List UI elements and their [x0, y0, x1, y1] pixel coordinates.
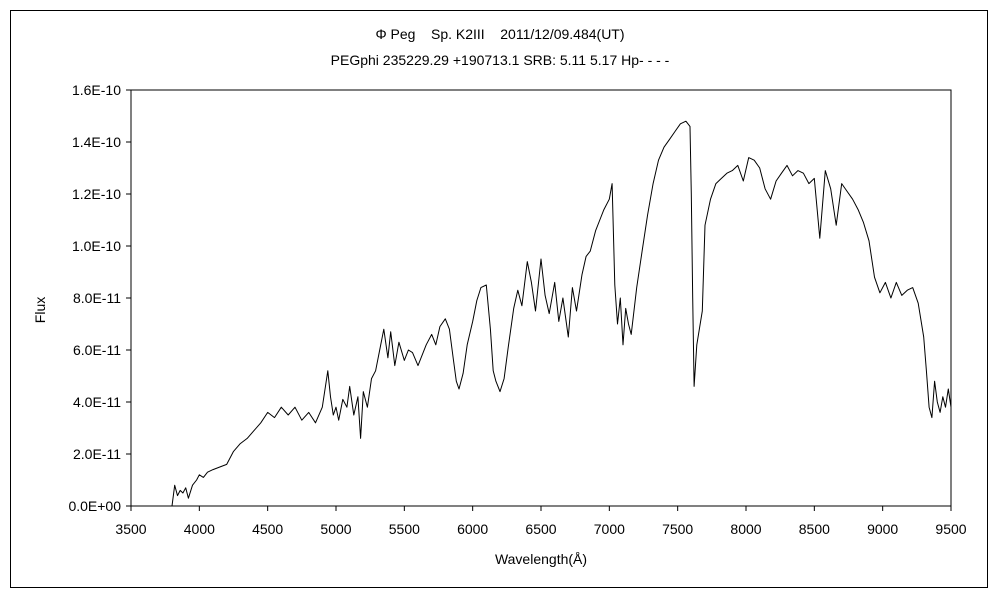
x-tick-label: 9500: [935, 521, 966, 537]
y-tick-label: 1.0E-10: [72, 238, 121, 254]
series-layer: [171, 120, 952, 507]
x-tick-label: 4000: [184, 521, 215, 537]
x-tick-label: 8500: [799, 521, 830, 537]
x-tick-label: 9000: [867, 521, 898, 537]
plot-area: [130, 89, 952, 507]
chart-title: Φ Peg Sp. K2III 2011/12/09.484(UT): [375, 26, 625, 42]
spectrum-line-0: [171, 120, 952, 507]
chart-subtitle: PEGphi 235229.29 +190713.1 SRB: 5.11 5.1…: [330, 52, 670, 68]
x-tick-label: 4500: [252, 521, 283, 537]
x-tick-label: 6000: [457, 521, 488, 537]
y-tick-label: 0.0E+00: [68, 498, 121, 514]
y-tick-label: 1.6E-10: [72, 82, 121, 98]
y-tick-label: 8.0E-11: [73, 290, 121, 306]
x-tick-label: 6500: [525, 521, 556, 537]
x-axis-ticks: 3500 4000 4500 5000 5500 6000 6500 7000 7500 8000…: [115, 506, 967, 537]
x-tick-label: 7500: [662, 521, 693, 537]
y-tick-label: 2.0E-11: [73, 446, 121, 462]
x-tick-label: 3500: [115, 521, 146, 537]
x-tick-label: 5500: [389, 521, 420, 537]
y-axis-ticks: 0.0E+00 2.0E-11 4.0E-11 6.0E-11 8.0E-11 1.0E-…: [68, 82, 131, 514]
y-tick-label: 1.2E-10: [72, 186, 121, 202]
x-tick-label: 8000: [730, 521, 761, 537]
x-tick-label: 7000: [594, 521, 625, 537]
y-axis-title: Flux: [32, 297, 48, 323]
y-tick-label: 4.0E-11: [73, 394, 121, 410]
x-axis-title: Wavelength(Å): [495, 551, 587, 567]
y-tick-label: 6.0E-11: [73, 342, 121, 358]
y-tick-label: 1.4E-10: [72, 134, 121, 150]
x-tick-label: 5000: [320, 521, 351, 537]
